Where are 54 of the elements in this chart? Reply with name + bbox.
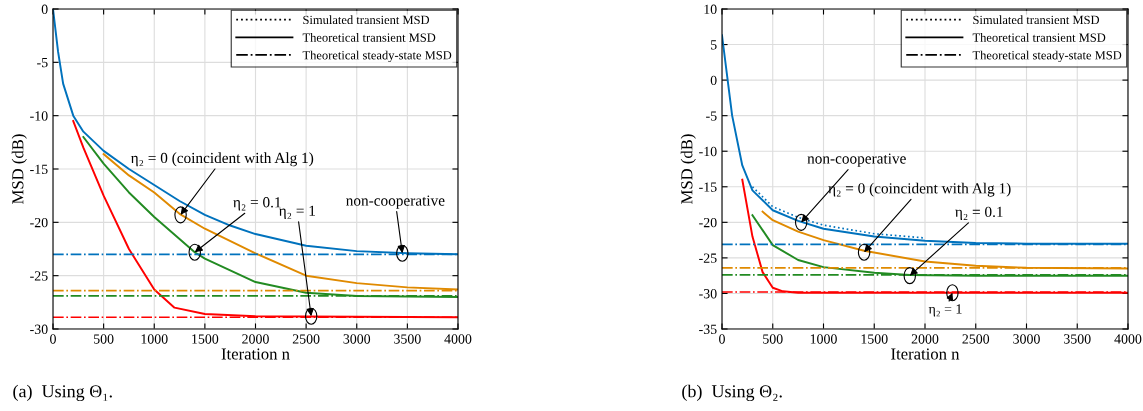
annotation: Theoretical steady-state MSD [972, 50, 1122, 63]
x-tick-label: 2500 [292, 334, 320, 344]
y-axis-title: MSD (dB) [680, 134, 696, 204]
x-tick-label: 1500 [192, 334, 219, 344]
x-tick-label: 4000 [444, 334, 472, 344]
y-tick-label: -15 [30, 164, 48, 174]
annotation: Simulated transient MSD [303, 15, 430, 25]
y-tick-label: 10 [704, 4, 717, 14]
annotation: η₂ = 1 [278, 205, 315, 219]
annotation: Theoretical steady-state MSD [302, 50, 452, 63]
x-tick-label: 2500 [962, 334, 990, 344]
annotation: η₂ = 0 (coincident with Alg 1) [828, 182, 1011, 197]
x-tick-label: 4000 [1114, 334, 1142, 344]
x-tick-label: 2000 [242, 334, 269, 344]
x-tick-label: 0 [50, 334, 56, 344]
x-tick-label: 500 [763, 334, 783, 344]
annotation: η₂ = 1 [928, 304, 962, 317]
x-tick-label: 3000 [343, 334, 371, 344]
x-axis-title: Iteration n [891, 348, 960, 360]
y-tick-label: 5 [711, 40, 717, 50]
y-tick-label: -5 [37, 58, 48, 68]
text: (b) Using Θ₂. [682, 384, 782, 402]
y-axis-title: MSD (dB) [11, 134, 27, 204]
y-tick-label: 0 [41, 4, 48, 14]
y-tick-label: -35 [699, 324, 717, 334]
y-tick-label: -5 [706, 111, 717, 121]
y-tick-label: -30 [30, 324, 48, 334]
y-tick-label: -30 [699, 289, 717, 299]
x-tick-label: 3000 [1013, 334, 1040, 344]
annotation: Theoretical transient MSD [302, 32, 436, 42]
x-tick-label: 3500 [1064, 334, 1091, 344]
x-tick-label: 0 [719, 334, 725, 344]
x-tick-label: 1000 [810, 334, 837, 344]
x-tick-label: 500 [94, 334, 114, 344]
annotation: non-cooperative [807, 153, 906, 167]
annotation: Simulated transient MSD [973, 15, 1100, 25]
x-tick-label: 1500 [861, 334, 888, 344]
y-tick-label: -25 [699, 253, 717, 263]
annotation: η₂ = 0 (coincident with Alg 1) [130, 152, 314, 167]
y-tick-label: 0 [710, 75, 717, 86]
text: (a) Using Θ₁. [13, 384, 112, 402]
annotation: non-cooperative [346, 195, 445, 209]
y-tick-label: -25 [30, 271, 48, 281]
y-tick-label: -20 [30, 217, 48, 228]
x-tick-label: 2000 [911, 334, 939, 344]
x-axis-title: Iteration n [221, 348, 290, 360]
x-tick-label: 3500 [394, 334, 421, 344]
x-tick-label: 1000 [141, 334, 168, 344]
y-tick-label: -10 [699, 146, 717, 157]
y-tick-label: -20 [699, 217, 717, 228]
annotation: Theoretical transient MSD [972, 32, 1106, 42]
y-tick-label: -10 [30, 111, 48, 121]
y-tick-label: -15 [699, 182, 717, 192]
annotation: η₂ = 0.1 [955, 206, 1003, 221]
